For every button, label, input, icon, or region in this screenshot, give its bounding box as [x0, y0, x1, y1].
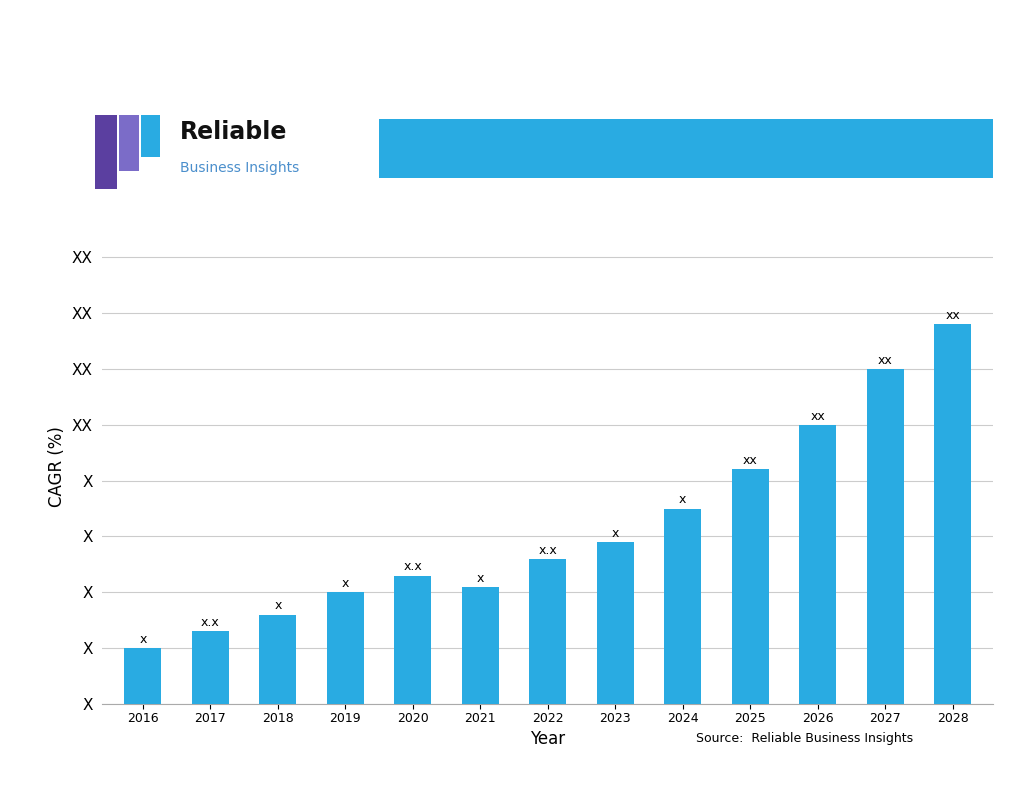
- Bar: [141, 115, 160, 157]
- Bar: [259, 615, 296, 704]
- Text: Source:  Reliable Business Insights: Source: Reliable Business Insights: [696, 732, 913, 744]
- Text: Reliable: Reliable: [180, 120, 288, 144]
- Text: x.x: x.x: [201, 616, 220, 629]
- Text: Business Insights: Business Insights: [180, 161, 299, 176]
- Bar: [124, 648, 162, 704]
- Bar: [191, 631, 229, 704]
- Text: x: x: [679, 494, 686, 506]
- Text: x: x: [342, 577, 349, 590]
- X-axis label: Year: Year: [530, 730, 565, 748]
- Text: x: x: [476, 572, 484, 585]
- Text: x.x: x.x: [403, 560, 422, 573]
- Y-axis label: CAGR (%): CAGR (%): [48, 426, 67, 507]
- Text: xx: xx: [743, 454, 758, 467]
- Text: x: x: [139, 633, 146, 646]
- Bar: [597, 542, 634, 704]
- Bar: [327, 592, 364, 704]
- Text: xx: xx: [878, 354, 893, 367]
- Bar: [119, 115, 138, 171]
- Text: xx: xx: [810, 410, 825, 422]
- Text: xx: xx: [945, 309, 961, 322]
- Bar: [665, 509, 701, 704]
- Text: x: x: [611, 527, 620, 539]
- Bar: [866, 369, 904, 704]
- Bar: [462, 587, 499, 704]
- Text: x.x: x.x: [539, 543, 557, 557]
- Bar: [732, 470, 769, 704]
- Bar: [934, 324, 972, 704]
- Bar: [800, 425, 837, 704]
- Bar: [394, 576, 431, 704]
- Bar: [529, 558, 566, 704]
- Bar: [95, 115, 118, 189]
- Text: x: x: [274, 600, 282, 612]
